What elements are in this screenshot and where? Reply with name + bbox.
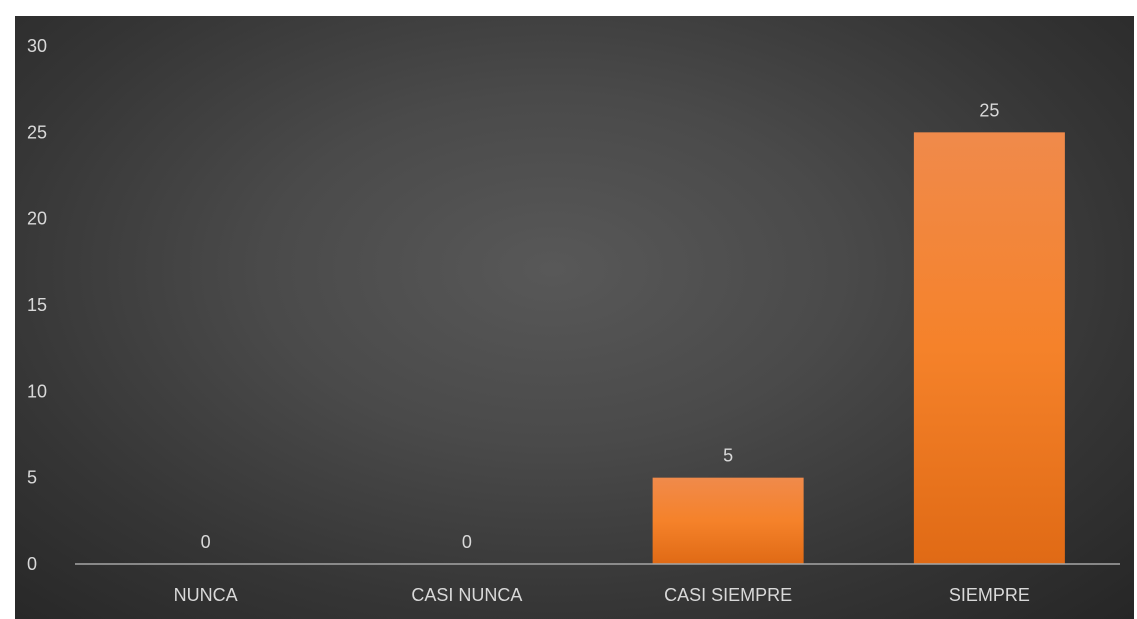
y-tick-label: 0 [27,554,37,574]
y-tick-label: 30 [27,36,47,56]
x-tick-label: CASI NUNCA [411,585,522,605]
y-tick-label: 10 [27,381,47,401]
data-label: 0 [201,532,211,552]
data-label: 25 [979,100,999,120]
bar-casi-siempre [652,477,804,564]
data-labels: 0 0 5 25 [201,100,1000,552]
y-tick-label: 15 [27,295,47,315]
bars [652,132,1065,564]
bar-siempre [913,132,1065,564]
x-tick-label: NUNCA [174,585,238,605]
y-tick-label: 5 [27,468,37,488]
data-label: 0 [462,532,472,552]
y-tick-label: 20 [27,209,47,229]
x-tick-label: CASI SIEMPRE [664,585,792,605]
y-tick-label: 25 [27,122,47,142]
bar-chart: 0 5 10 15 20 25 30 0 0 5 25 NUNCA CASI NUNCA CASI S… [27,36,1120,605]
data-label: 5 [723,446,733,466]
x-axis-labels: NUNCA CASI NUNCA CASI SIEMPRE SIEMPRE [174,585,1030,605]
y-axis-ticks: 0 5 10 15 20 25 30 [27,36,47,574]
x-tick-label: SIEMPRE [949,585,1030,605]
chart-area: 0 5 10 15 20 25 30 0 0 5 25 NUNCA CASI NUNCA CASI S… [15,16,1134,619]
